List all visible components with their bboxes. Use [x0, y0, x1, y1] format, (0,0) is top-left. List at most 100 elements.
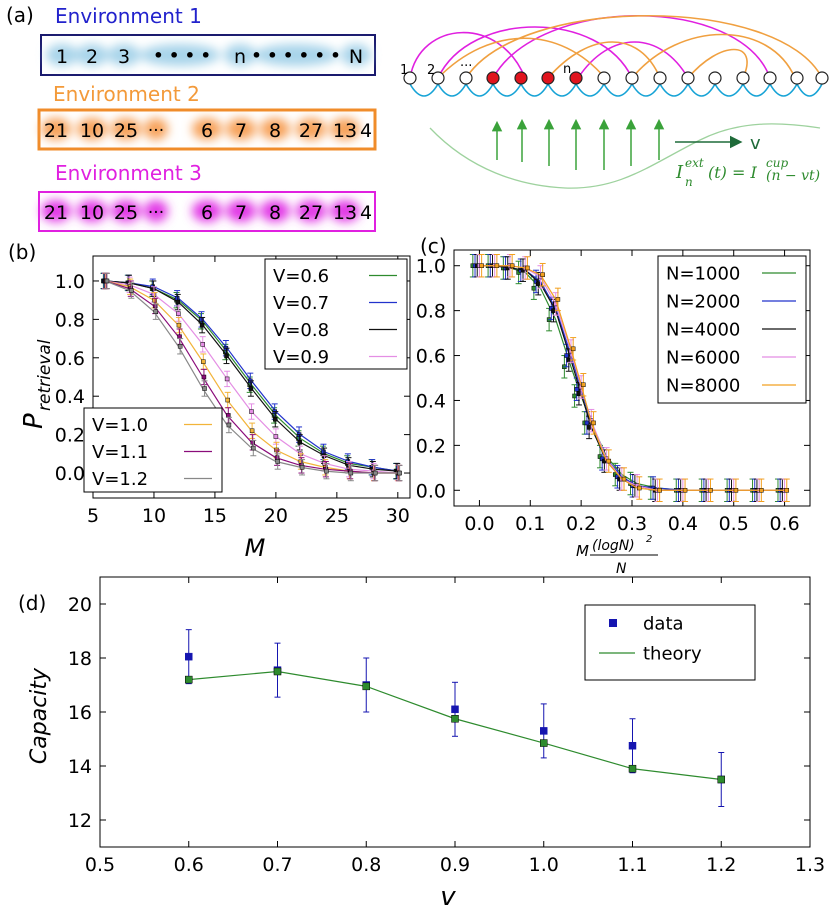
active-neuron — [514, 71, 528, 85]
data-point — [555, 297, 561, 302]
active-neuron — [541, 71, 555, 85]
data-point — [177, 344, 183, 349]
x-tick-label: 1.2 — [706, 854, 736, 876]
data-point — [153, 309, 159, 314]
data-point — [249, 409, 254, 414]
x-tick-label: 30 — [386, 505, 410, 527]
y-tick-label: 16 — [68, 702, 92, 724]
y-tick-label: 0.2 — [55, 425, 85, 447]
data-point — [199, 322, 205, 328]
legend-label: V=1.0 — [92, 415, 148, 436]
legend-label: N=2000 — [666, 291, 740, 312]
legend-label: V=0.6 — [273, 266, 329, 287]
data-point — [273, 434, 279, 439]
env1-item: 2 — [86, 46, 98, 68]
y-tick-label: 0.0 — [55, 463, 85, 485]
active-neuron — [486, 71, 500, 85]
data-point — [637, 485, 642, 491]
data-point — [606, 458, 612, 464]
data-point — [299, 465, 305, 470]
legend-label: theory — [643, 643, 702, 664]
neuron — [597, 71, 611, 85]
data-point — [362, 682, 370, 691]
y-axis-label-sub: retrieval — [35, 339, 55, 411]
data-point — [759, 488, 764, 493]
neuron — [708, 71, 722, 85]
env2-item: 13 — [333, 120, 357, 142]
data-point — [494, 263, 500, 268]
data-point — [479, 263, 484, 268]
x-tick-label: 1.1 — [617, 854, 647, 876]
data-point — [581, 382, 586, 387]
legend-marker — [609, 619, 617, 627]
env2-item: 10 — [80, 120, 104, 142]
data-point — [570, 346, 576, 352]
env2-item: 7 — [235, 120, 247, 142]
data-point — [509, 263, 515, 268]
data-point — [185, 652, 193, 661]
data-point — [540, 727, 548, 735]
legend-label: V=0.8 — [273, 320, 329, 341]
environment-2-strip: 21 10 25 ··· 6 7 8 27 13 4 — [37, 108, 377, 151]
y-tick-label: 0.6 — [416, 346, 446, 368]
x-axis-label: v — [440, 882, 456, 912]
legend-label: V=0.7 — [273, 293, 329, 314]
data-point — [224, 353, 229, 359]
x-tick-label: 0.0 — [464, 513, 494, 535]
data-point — [708, 488, 713, 493]
legend-label: V=0.9 — [273, 347, 329, 368]
panel-label-b: (b) — [8, 240, 36, 264]
data-point — [175, 299, 180, 305]
data-point — [324, 468, 329, 474]
y-tick-label: 0.4 — [416, 390, 446, 412]
x-tick-label: 0.1 — [515, 513, 545, 535]
x-tick-label: 0.6 — [174, 854, 204, 876]
x-tick-label: 1.3 — [795, 854, 825, 876]
chain-label: 2 — [427, 63, 435, 78]
x-axis-label-den: N — [616, 561, 627, 577]
x-tick-label: 25 — [325, 505, 349, 527]
data-point — [540, 272, 545, 277]
data-point — [397, 470, 402, 476]
env2-item: ··· — [148, 121, 164, 141]
x-tick-label: 10 — [142, 505, 166, 527]
legend-label: N=8000 — [666, 375, 740, 396]
legend-label: N=1000 — [666, 263, 740, 284]
data-point — [540, 739, 548, 747]
x-tick-label: 0.6 — [769, 513, 799, 535]
y-tick-label: 0.4 — [55, 386, 85, 408]
x-tick-label: 20 — [264, 505, 288, 527]
x-tick-label: 0.5 — [719, 513, 749, 535]
env3-item: 8 — [269, 202, 281, 224]
panel-label-c: (c) — [420, 234, 447, 258]
legend-label: V=1.2 — [92, 469, 148, 490]
legend-label: data — [643, 613, 684, 634]
y-tick-label: 0.2 — [416, 435, 446, 457]
data-point — [348, 470, 354, 476]
panel-label-d: (d) — [18, 591, 46, 615]
env1-item: N — [349, 46, 363, 68]
data-point — [224, 376, 230, 382]
data-point — [226, 422, 232, 428]
data-point — [176, 322, 182, 328]
data-point — [249, 428, 255, 434]
data-point — [273, 417, 278, 422]
neuron — [736, 71, 750, 85]
active-neuron — [569, 71, 583, 85]
data-point — [129, 288, 134, 293]
data-point — [201, 359, 206, 364]
neuron — [403, 71, 417, 85]
y-tick-label: 0.0 — [416, 480, 446, 502]
data-point — [657, 488, 662, 493]
env1-item: • • • • — [153, 46, 211, 65]
data-point — [628, 742, 637, 750]
x-tick-label: 5 — [87, 505, 99, 527]
neuron — [459, 71, 473, 85]
legend-box — [584, 604, 756, 681]
data-point — [733, 488, 739, 493]
legend-label: N=4000 — [666, 319, 740, 340]
